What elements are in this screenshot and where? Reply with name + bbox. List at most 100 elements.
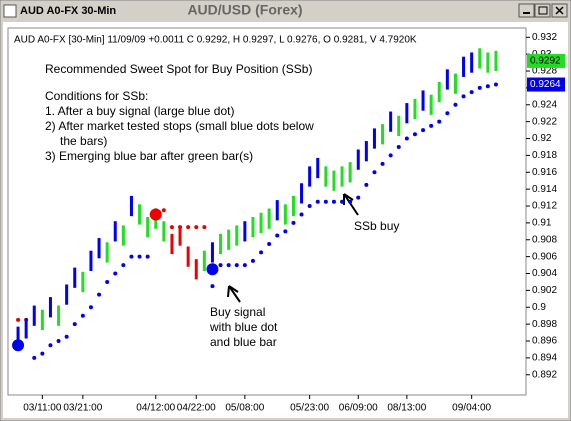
stop-dot — [493, 82, 498, 87]
stop-dot — [105, 279, 110, 284]
x-tick-label: 09/04:00 — [452, 403, 491, 414]
callout: SSb buy — [354, 219, 399, 233]
x-tick-label: 03/21:00 — [63, 403, 102, 414]
stop-dot — [429, 123, 434, 128]
y-tick-label: 0.922 — [532, 116, 557, 127]
y-tick-label: 0.908 — [532, 234, 557, 245]
stop-dot — [372, 170, 377, 175]
stop-dot — [283, 229, 288, 234]
x-tick-label: 08/13:00 — [387, 403, 426, 414]
stop-dot — [364, 182, 369, 187]
stop-dot — [299, 212, 304, 217]
stop-dot — [40, 351, 45, 356]
callout: Buy signal — [210, 305, 265, 319]
stop-dot — [267, 241, 272, 246]
annotation: the bars) — [60, 134, 107, 148]
window-caption: AUD A0-FX 30-Min — [20, 5, 116, 17]
stop-dot — [275, 233, 280, 238]
minimize-button[interactable] — [518, 3, 535, 18]
y-tick-label: 0.894 — [532, 353, 557, 364]
window-title: AUD/USD (Forex) — [187, 2, 302, 18]
stop-dot — [97, 292, 102, 297]
stop-dot — [469, 90, 474, 95]
stop-dot — [218, 263, 223, 268]
icon — [555, 6, 564, 15]
stop-dot — [88, 305, 93, 310]
stop-dot — [194, 225, 199, 230]
y-tick-label: 0.932 — [532, 32, 557, 43]
icon — [538, 6, 548, 15]
stop-dot — [242, 263, 247, 268]
stop-dot — [445, 111, 450, 116]
arrow — [343, 193, 359, 216]
signal-dot — [206, 263, 219, 276]
stop-dot — [388, 153, 393, 158]
stop-dot — [48, 343, 53, 348]
callout: and blue bar — [210, 335, 277, 349]
stop-dot — [56, 339, 61, 344]
stop-dot — [396, 144, 401, 149]
stop-dot — [477, 85, 482, 90]
stop-dot — [161, 208, 166, 213]
x-tick-label: 04/22:00 — [177, 403, 216, 414]
x-tick-label: 03/11:00 — [23, 403, 62, 414]
stop-dot — [485, 84, 490, 89]
callout: with blue dot — [209, 320, 278, 334]
stop-dot — [461, 94, 466, 99]
stop-dot — [315, 199, 320, 204]
y-tick-label: 0.898 — [532, 319, 557, 330]
annotation: 3) Emerging blue bar after green bar(s) — [45, 149, 253, 163]
stop-dot — [250, 258, 255, 263]
arrow — [227, 285, 241, 303]
stop-dot — [226, 263, 231, 268]
annotation: Recommended Sweet Spot for Buy Position … — [45, 62, 312, 76]
stop-dot — [32, 355, 37, 360]
stop-dot — [356, 195, 361, 200]
stop-dot — [412, 132, 417, 137]
stop-dot — [323, 199, 328, 204]
stop-dot — [348, 199, 353, 204]
price-marker — [527, 77, 565, 92]
stop-dot — [234, 263, 239, 268]
maximize-button[interactable] — [534, 3, 551, 18]
y-tick-label: 0.892 — [532, 369, 557, 380]
price-marker — [527, 53, 565, 68]
signal-dot — [12, 339, 25, 352]
price-marker-label: 0.9264 — [530, 79, 561, 90]
y-tick-label: 0.916 — [532, 167, 557, 178]
stop-dot — [16, 317, 21, 322]
stop-dot — [340, 199, 345, 204]
y-tick-label: 0.912 — [532, 201, 557, 212]
x-tick-label: 05/08:00 — [225, 403, 264, 414]
y-tick-label: 0.918 — [532, 150, 557, 161]
stop-dot — [437, 119, 442, 124]
info-line: AUD A0-FX [30-Min] 11/09/09 +0.0011 C 0.… — [14, 35, 417, 46]
stop-dot — [129, 254, 134, 259]
annotation: 1. After a buy signal (large blue dot) — [45, 104, 234, 118]
stop-dot — [210, 284, 215, 289]
window-buttons[interactable] — [518, 3, 568, 18]
x-tick-label: 05/23:00 — [290, 403, 329, 414]
price-marker-label: 0.9292 — [530, 56, 561, 67]
stop-dot — [331, 199, 336, 204]
x-tick-label: 04/12:00 — [136, 403, 175, 414]
stop-dot — [186, 225, 191, 230]
y-tick-label: 0.914 — [532, 184, 557, 195]
stop-dot — [421, 128, 426, 133]
y-tick-label: 0.91 — [532, 218, 552, 229]
stop-dot — [291, 220, 296, 225]
y-tick-label: 0.9 — [532, 302, 546, 313]
stop-dot — [202, 225, 207, 230]
y-tick-label: 0.92 — [532, 133, 552, 144]
stop-dot — [404, 136, 409, 141]
stop-dot — [145, 254, 150, 259]
y-tick-label: 0.904 — [532, 268, 557, 279]
y-tick-label: 0.906 — [532, 251, 557, 262]
stop-dot — [72, 322, 77, 327]
annotation: 2) After market tested stops (small blue… — [45, 119, 314, 133]
annotation: Conditions for SSb: — [45, 89, 148, 103]
stop-dot — [453, 102, 458, 107]
y-tick-label: 0.928 — [532, 66, 557, 77]
